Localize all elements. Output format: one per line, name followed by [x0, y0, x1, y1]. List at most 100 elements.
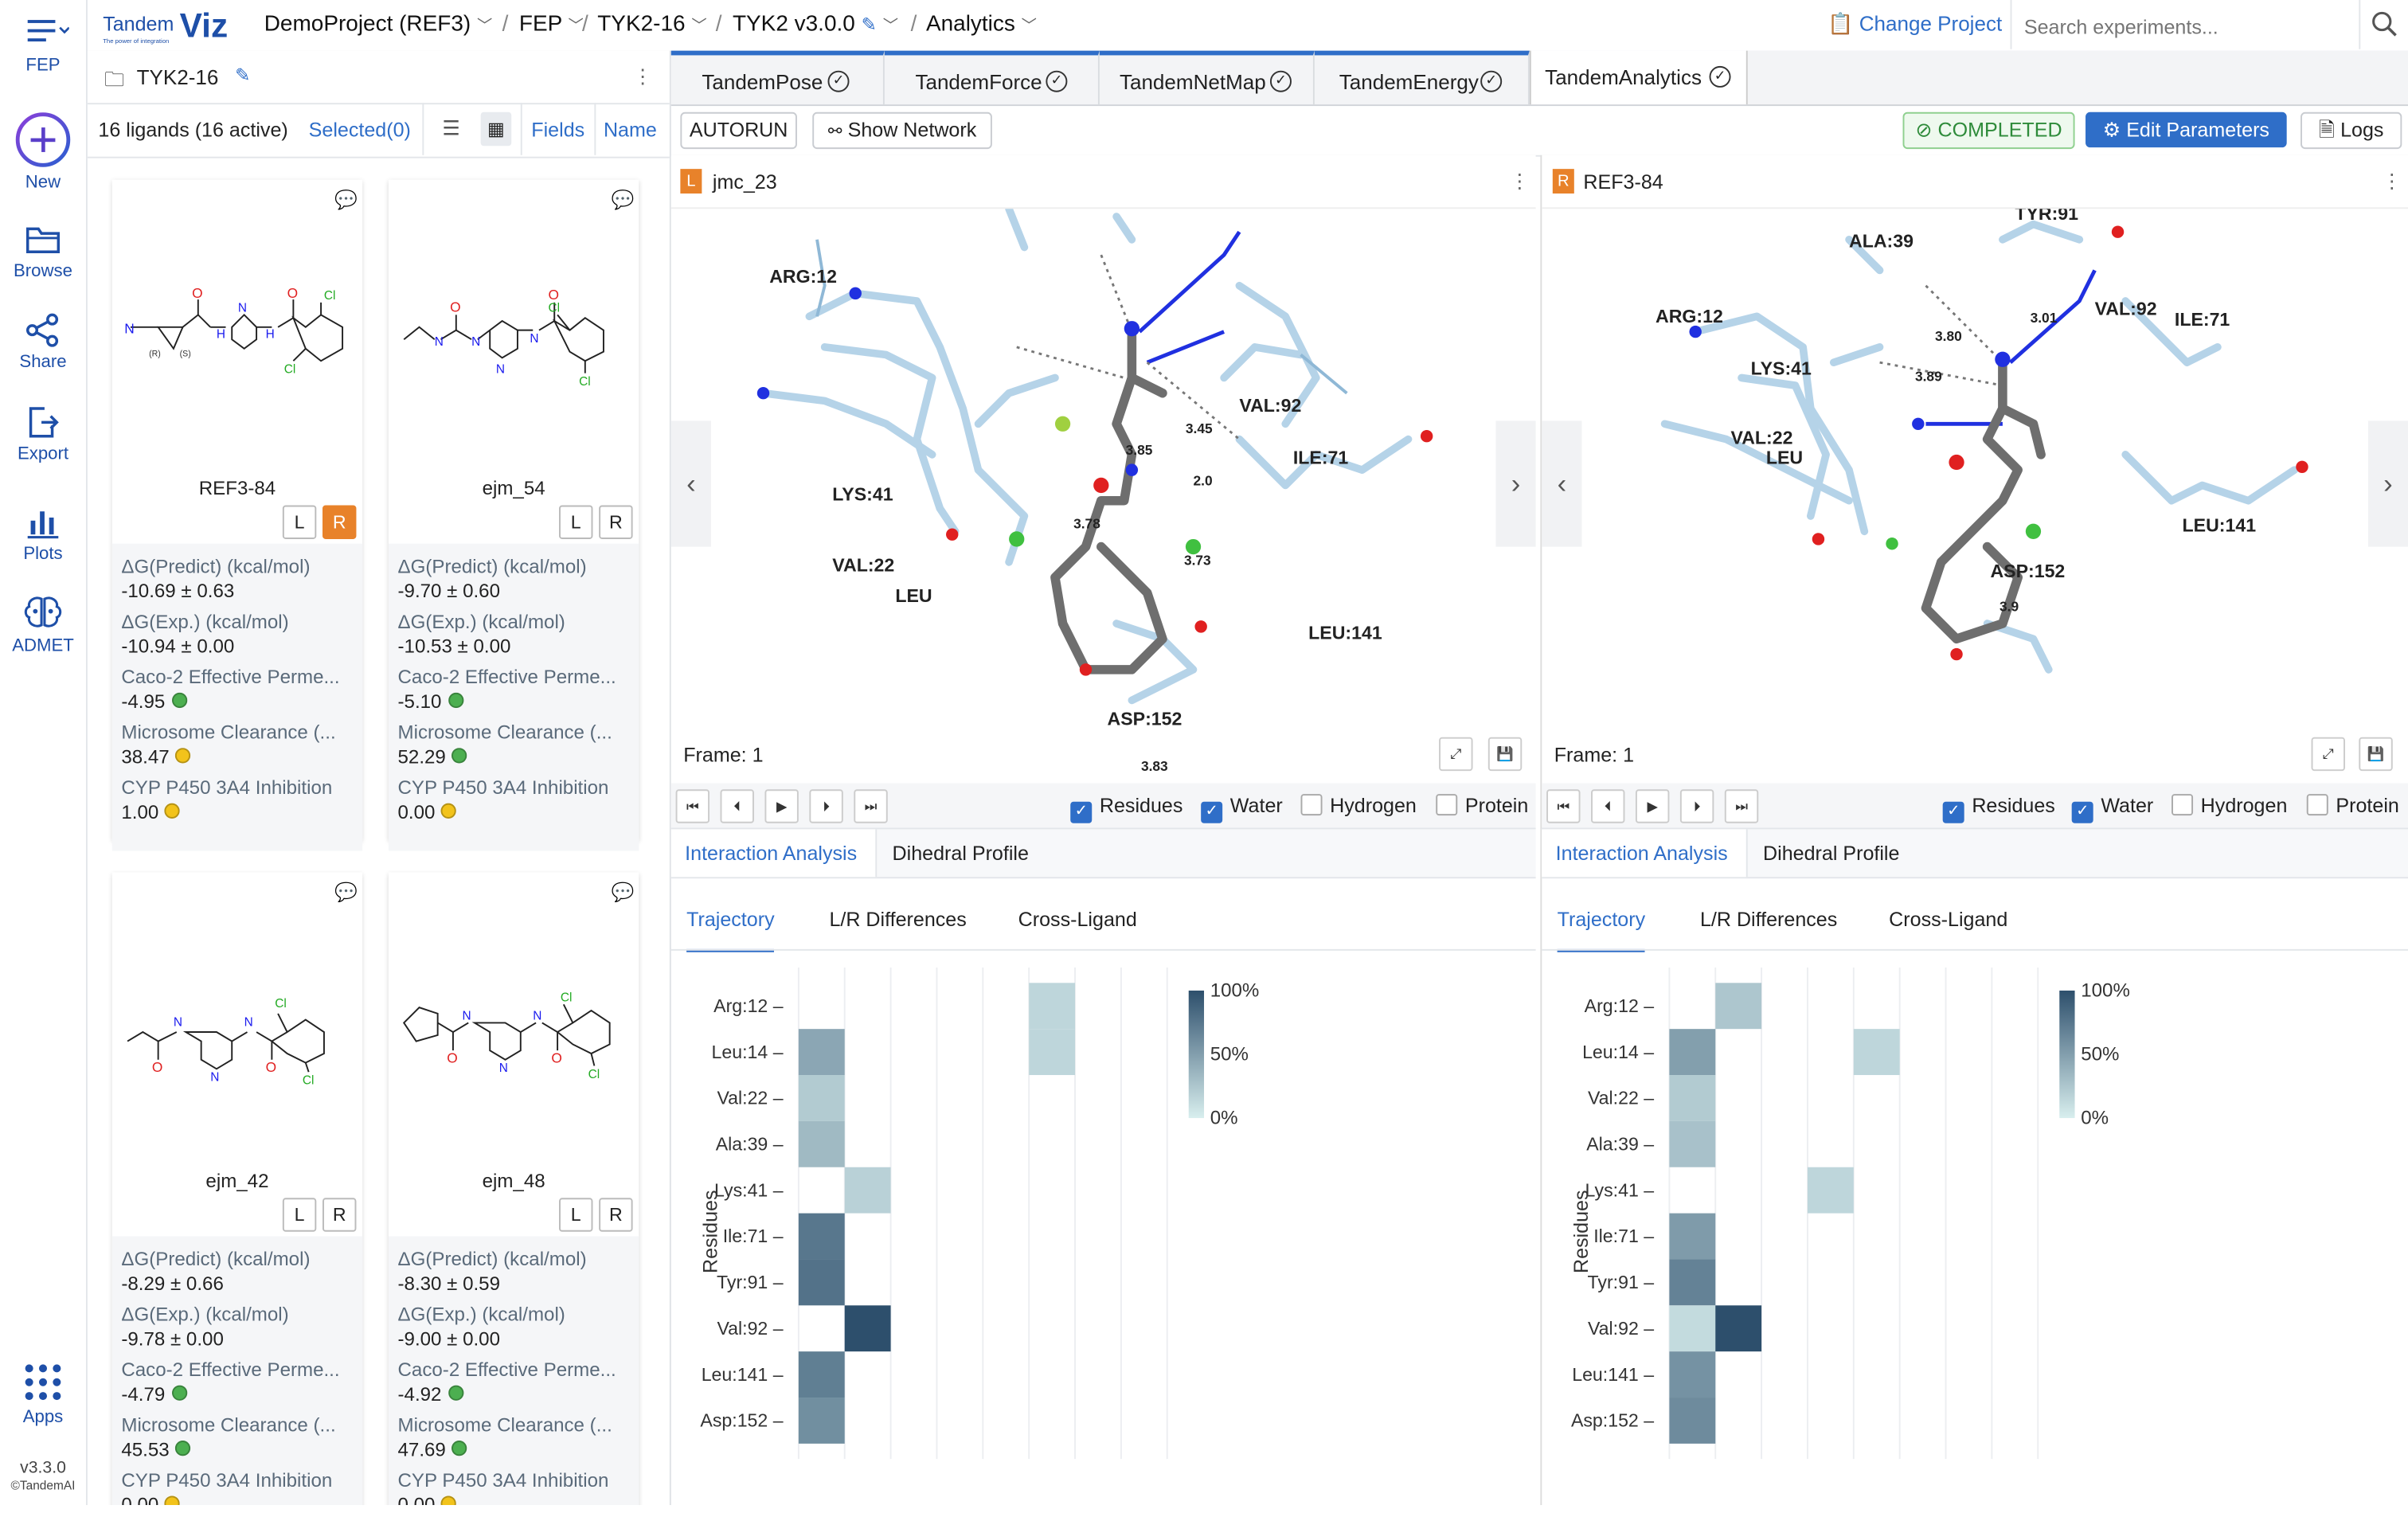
list-view-icon[interactable]: ☰	[442, 116, 460, 140]
step-forward-button[interactable]: ⏵	[1679, 789, 1714, 823]
ligand-l-button[interactable]: L	[559, 1198, 593, 1232]
molecule-3d-view[interactable]: TYR:91 ALA:39 ARG:12 VAL:92 ILE:71 LYS:4…	[1542, 209, 2408, 777]
status-dot	[165, 803, 181, 819]
rail-browse-button[interactable]: Browse	[0, 221, 86, 281]
show-network-button[interactable]: ⚯ Show Network	[812, 111, 992, 150]
fullscreen-button[interactable]: ⤢	[2311, 737, 2345, 772]
rail-share-button[interactable]: Share	[0, 312, 86, 372]
subtab-cross-ligand[interactable]: Cross-Ligand	[1018, 907, 1137, 931]
save-button[interactable]: 💾	[2359, 737, 2393, 772]
next-arrow-button[interactable]: ›	[1495, 420, 1536, 547]
comment-icon[interactable]: 💬	[334, 882, 358, 904]
water-checkbox[interactable]: ✓ Water	[1201, 794, 1283, 823]
tab-interaction-analysis[interactable]: Interaction Analysis	[1542, 829, 1748, 878]
change-project-button[interactable]: 📋 Change Project	[1828, 12, 2003, 36]
ligand-r-button[interactable]: R	[322, 1198, 357, 1232]
search-button[interactable]	[2359, 0, 2408, 49]
skip-start-button[interactable]: ⏮	[675, 789, 710, 823]
autorun-button[interactable]: AUTORUN	[680, 111, 797, 150]
tab-dihedral-profile[interactable]: Dihedral Profile	[892, 841, 1029, 865]
selected-count[interactable]: Selected(0)	[308, 118, 411, 142]
breadcrumb-project[interactable]: DemoProject (REF3) ﹀	[264, 12, 493, 37]
step-back-button[interactable]: ⏴	[1591, 789, 1625, 823]
tab-tandemnetmap[interactable]: TandemNetMap ✓	[1099, 50, 1315, 105]
grid-view-icon[interactable]: ▦	[480, 111, 512, 147]
tab-dihedral-profile[interactable]: Dihedral Profile	[1763, 841, 1900, 865]
interaction-heatmap[interactable]: Residues Arg:12 – Leu:14 – Val:22 – Ala:39 –…	[671, 968, 1536, 1505]
rail-export-button[interactable]: Export	[0, 404, 86, 463]
residues-checkbox[interactable]: ✓ Residues	[1070, 794, 1182, 823]
ligand-r-button[interactable]: R	[599, 1198, 633, 1232]
subtab-cross-ligand[interactable]: Cross-Ligand	[1889, 907, 2008, 931]
sort-name-button[interactable]: Name	[603, 118, 657, 142]
property-label: Microsome Clearance (...	[397, 721, 612, 744]
subtab-trajectory[interactable]: Trajectory	[686, 906, 775, 952]
water-checkbox[interactable]: ✓ Water	[2071, 794, 2153, 823]
breadcrumb-version[interactable]: TYK2 v3.0.0 ✎ ﹀	[732, 12, 899, 37]
tandemviz-logo[interactable]: Tandem Viz The power of integration	[103, 6, 248, 46]
comment-icon[interactable]: 💬	[611, 189, 635, 211]
rail-plots-button[interactable]: Plots	[0, 504, 86, 564]
tab-tandempose[interactable]: TandemPose ✓	[670, 50, 885, 105]
save-button[interactable]: 💾	[1487, 737, 1523, 772]
rail-new-button[interactable]: New	[0, 111, 86, 192]
play-button[interactable]: ▶	[764, 789, 799, 823]
rail-admet-button[interactable]: ADMET	[0, 592, 86, 656]
comment-icon[interactable]: 💬	[611, 882, 635, 904]
subtab-trajectory[interactable]: Trajectory	[1557, 906, 1646, 952]
comment-icon[interactable]: 💬	[334, 189, 358, 211]
rail-apps-button[interactable]: Apps	[0, 1361, 86, 1427]
tab-interaction-analysis[interactable]: Interaction Analysis	[670, 829, 878, 878]
ligand-l-button[interactable]: L	[559, 505, 593, 539]
fep-menu-button[interactable]: FEP	[0, 12, 86, 76]
interaction-heatmap[interactable]: Residues Arg:12 – Leu:14 – Val:22 – Ala:39 –…	[1542, 968, 2408, 1505]
breadcrumb-analytics[interactable]: Analytics ﹀	[925, 12, 1037, 37]
residues-checkbox[interactable]: ✓ Residues	[1942, 794, 2055, 823]
ligand-l-button[interactable]: L	[282, 1198, 317, 1232]
tab-tandemenergy[interactable]: TandemEnergy ✓	[1314, 50, 1530, 105]
breadcrumb-group[interactable]: TYK2-16 ﹀	[597, 12, 707, 37]
property-value: -9.78 ± 0.00	[121, 1328, 224, 1351]
search-field[interactable]	[2010, 0, 2361, 49]
heatmap-cell	[798, 1351, 845, 1398]
next-arrow-button[interactable]: ›	[2367, 420, 2408, 547]
tab-tandemanalytics[interactable]: TandemAnalytics ✓	[1529, 50, 1748, 105]
hydrogen-checkbox[interactable]: Hydrogen	[2172, 794, 2287, 817]
tab-tandemforce[interactable]: TandemForce ✓	[884, 50, 1100, 105]
prev-arrow-button[interactable]: ‹	[670, 420, 711, 547]
logs-button[interactable]: 🗎 Logs	[2300, 111, 2402, 150]
subtab-lr-differences[interactable]: L/R Differences	[829, 907, 967, 931]
edit-pencil-icon[interactable]: ✎	[861, 14, 878, 36]
ligand-r-button[interactable]: R	[599, 505, 633, 539]
subtab-lr-differences[interactable]: L/R Differences	[1699, 907, 1838, 931]
property-value-row: 0.00	[121, 1495, 181, 1506]
molecule-3d-view[interactable]: VAL:92 ARG:12 ILE:71 LYS:41 VAL:22 LEU:1…	[671, 209, 1536, 777]
fields-button[interactable]: Fields	[531, 118, 585, 142]
edit-parameters-button[interactable]: ⚙ Edit Parameters	[2086, 111, 2287, 148]
ligand-r-button[interactable]: R	[322, 505, 357, 539]
ligand-card[interactable]: O N N N O Cl Cl 💬 ejm_48 L R ΔG(Predict)…	[388, 872, 639, 1506]
ligand-card[interactable]: N O N N N O Cl Cl 💬 ejm_54 L R ΔG(Predic…	[388, 179, 639, 851]
play-button[interactable]: ▶	[1635, 789, 1670, 823]
ligand-l-button[interactable]: L	[282, 505, 317, 539]
protein-checkbox[interactable]: Protein	[2306, 794, 2399, 817]
step-back-button[interactable]: ⏴	[720, 789, 754, 823]
skip-end-button[interactable]: ⏭	[1724, 789, 1759, 823]
fullscreen-button[interactable]: ⤢	[1439, 737, 1473, 772]
more-vertical-icon[interactable]: ⋮	[1509, 169, 1530, 193]
ligand-card[interactable]: N O H N H O Cl Cl (R) (S) 💬 REF3-84 L R …	[111, 179, 363, 851]
rename-pencil-icon[interactable]: ✎	[235, 65, 251, 87]
skip-end-button[interactable]: ⏭	[854, 789, 888, 823]
step-forward-button[interactable]: ⏵	[809, 789, 843, 823]
search-input[interactable]	[2021, 9, 2335, 44]
protein-checkbox[interactable]: Protein	[1436, 794, 1528, 817]
more-vertical-icon[interactable]: ⋮	[632, 65, 653, 88]
breadcrumb-fep[interactable]: FEP ﹀	[518, 12, 584, 37]
more-vertical-icon[interactable]: ⋮	[2382, 169, 2402, 193]
skip-start-button[interactable]: ⏮	[1546, 789, 1581, 823]
ligand-card[interactable]: O N N N O Cl Cl 💬 ejm_42 L R ΔG(Predict)…	[111, 872, 363, 1506]
hydrogen-checkbox[interactable]: Hydrogen	[1300, 794, 1417, 817]
property-value-row: 45.53	[121, 1439, 191, 1460]
row-tick-label: Ala:39 –	[716, 1134, 784, 1155]
prev-arrow-button[interactable]: ‹	[1542, 420, 1582, 547]
